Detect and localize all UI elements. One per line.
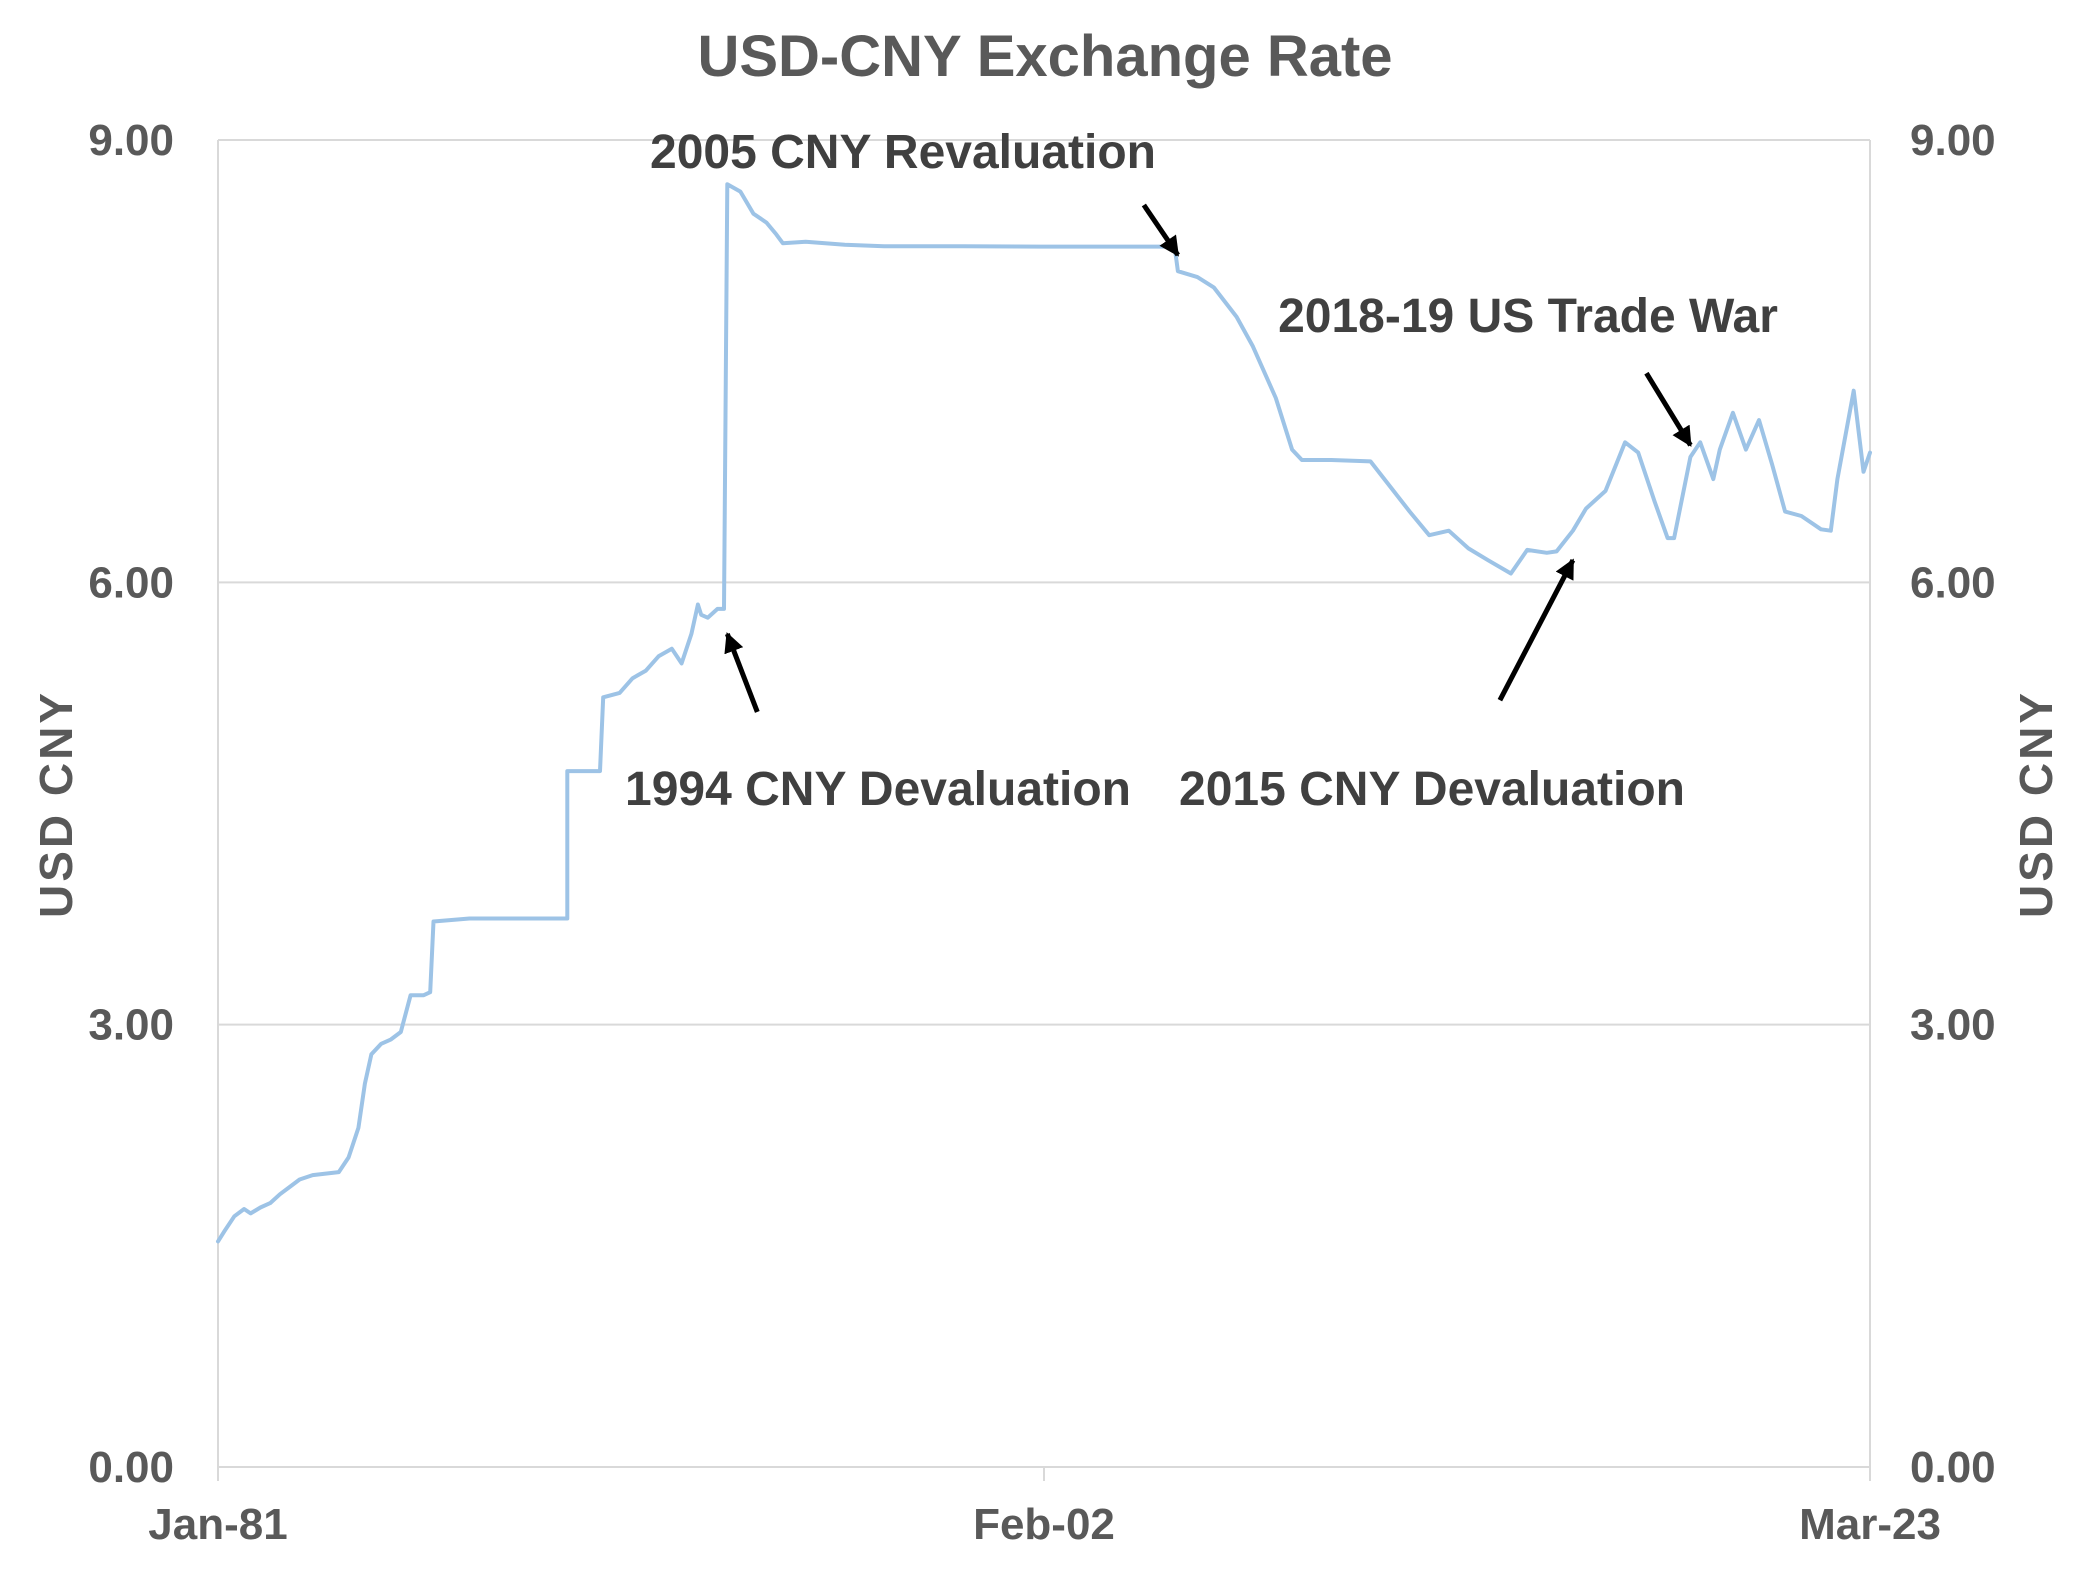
series-line: [216, 182, 1872, 1244]
y-tick-label-left: 3.00: [88, 1001, 174, 1050]
y-tick-label-left: 0.00: [88, 1443, 174, 1492]
annotations: 2005 CNY Revaluation 2018-19 US Trade Wa…: [625, 126, 1778, 816]
annotation-arrow: [724, 632, 760, 713]
axes: [217, 140, 1871, 1481]
annotation-1994-devaluation: 1994 CNY Devaluation: [625, 763, 1131, 816]
annotation-arrow: [1644, 371, 1693, 447]
x-tick-label: Mar-23: [1799, 1500, 1941, 1549]
annotation-2018-trade-war: 2018-19 US Trade War: [1278, 290, 1778, 343]
y-tick-label-right: 6.00: [1910, 558, 1996, 607]
annotation-arrow: [1497, 558, 1576, 702]
gridlines: [218, 139, 1870, 1026]
y-tick-label-right: 0.00: [1910, 1443, 1996, 1492]
x-tick-label: Jan-81: [148, 1500, 287, 1549]
tick-labels: 0.00 0.00 3.00 3.00 6.00 6.00 9.00 9.00 Jan-81 Fe…: [88, 116, 1995, 1549]
annotation-2005-revaluation: 2005 CNY Revaluation: [650, 126, 1156, 179]
y-axis-title-left: USD CNY: [30, 690, 82, 918]
y-tick-label-right: 3.00: [1910, 1001, 1996, 1050]
y-axis-title-right: USD CNY: [2010, 690, 2062, 918]
y-tick-label-right: 9.00: [1910, 116, 1996, 165]
x-tick-label: Feb-02: [973, 1500, 1115, 1549]
annotation-2015-devaluation: 2015 CNY Devaluation: [1179, 763, 1685, 816]
y-tick-label-left: 9.00: [88, 116, 174, 165]
chart-title: USD-CNY Exchange Rate: [697, 24, 1392, 89]
y-tick-label-left: 6.00: [88, 558, 174, 607]
annotation-arrow: [1141, 203, 1180, 257]
series-group: [216, 182, 1872, 1244]
